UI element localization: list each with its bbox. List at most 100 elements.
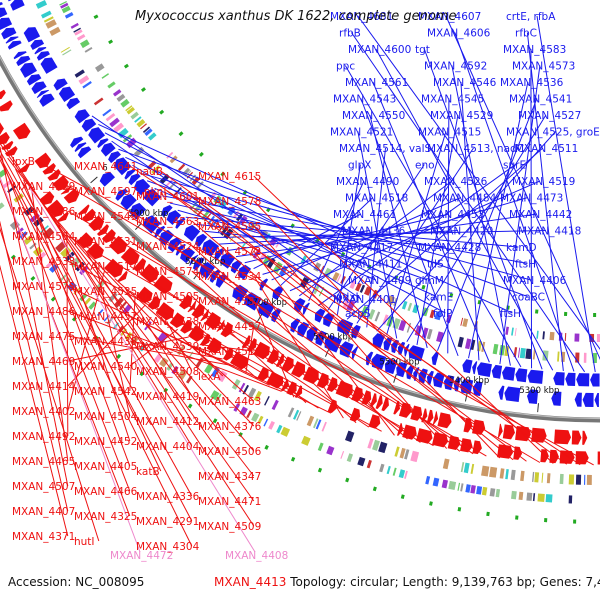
gene-label[interactable]: MXAN_4490 bbox=[336, 176, 399, 188]
gene-label[interactable]: MXAN_4537 bbox=[198, 296, 261, 308]
gene-arrow[interactable] bbox=[416, 428, 433, 444]
gene-label[interactable]: crtE, rfbA bbox=[506, 11, 556, 23]
gene-label[interactable]: MXAN_4509 bbox=[198, 521, 261, 533]
gene-arrow[interactable] bbox=[551, 391, 562, 406]
gene-label[interactable]: MXAN_4442 bbox=[509, 209, 572, 221]
gene-arrow[interactable] bbox=[565, 372, 576, 387]
gene-label[interactable]: MXAN_4541 bbox=[509, 94, 572, 106]
gene-label[interactable]: MXAN_4546 bbox=[433, 77, 497, 89]
gene-arrow[interactable] bbox=[160, 205, 173, 218]
gene-label[interactable]: MXAN_4524 bbox=[136, 241, 200, 253]
gene-arrow[interactable] bbox=[136, 286, 153, 304]
gene-label[interactable]: MXAN_4606 bbox=[427, 28, 491, 40]
gene-arrow[interactable] bbox=[187, 300, 197, 313]
gene-label[interactable]: MXAN_4597, pknI bbox=[74, 186, 166, 198]
gene-arrow[interactable] bbox=[133, 178, 151, 196]
gene-arrow[interactable] bbox=[369, 393, 377, 408]
gene-label[interactable]: MXAN_4583 bbox=[503, 44, 566, 56]
gene-label[interactable]: MXAN_4513, nadC bbox=[427, 143, 524, 155]
gene-arrow[interactable] bbox=[31, 81, 47, 95]
gene-label[interactable]: MXAN_4592 bbox=[424, 61, 487, 73]
gene-label[interactable]: MXAN_4599 bbox=[12, 181, 75, 193]
gene-arrow[interactable] bbox=[46, 199, 65, 218]
gene-label[interactable]: MXAN_4471 bbox=[198, 496, 261, 508]
gene-label[interactable]: glpX bbox=[348, 160, 371, 172]
gene-arrow[interactable] bbox=[70, 136, 84, 148]
gene-arrow[interactable] bbox=[432, 411, 439, 426]
gene-arrow[interactable] bbox=[0, 89, 6, 100]
gene-label[interactable]: MXAN_4457 bbox=[74, 311, 137, 323]
gene-label[interactable]: MXAN_4475 bbox=[12, 331, 75, 343]
gene-label[interactable]: eno bbox=[415, 160, 435, 172]
gene-arrow[interactable] bbox=[594, 392, 599, 407]
gene-arrow[interactable] bbox=[574, 392, 582, 407]
gene-label[interactable]: MXAN_4545 bbox=[421, 94, 484, 106]
gene-arrow[interactable] bbox=[222, 347, 234, 361]
gene-arrow[interactable] bbox=[443, 375, 455, 391]
gene-arrow[interactable] bbox=[497, 444, 514, 459]
gene-arrow[interactable] bbox=[582, 430, 588, 445]
gene-label[interactable]: MXAN_4461 bbox=[333, 209, 396, 221]
gene-arrow[interactable] bbox=[502, 424, 515, 440]
footer-gene-label[interactable]: MXAN_4413 bbox=[214, 575, 287, 589]
gene-arrow[interactable] bbox=[206, 337, 222, 354]
gene-arrow[interactable] bbox=[1, 140, 14, 150]
gene-arrow[interactable] bbox=[0, 100, 13, 112]
gene-arrow[interactable] bbox=[554, 429, 572, 445]
gene-label[interactable]: MXAN_4607 bbox=[418, 11, 481, 23]
gene-label[interactable]: MXAN_4486 bbox=[12, 306, 76, 318]
gene-arrow[interactable] bbox=[180, 247, 196, 264]
gene-arrow[interactable] bbox=[113, 157, 132, 176]
gene-arrow[interactable] bbox=[97, 138, 109, 149]
gene-arrow[interactable] bbox=[431, 351, 439, 366]
gene-arrow[interactable] bbox=[76, 232, 93, 249]
gene-arrow[interactable] bbox=[0, 122, 4, 136]
gene-label[interactable]: MXAN_4543 bbox=[333, 94, 396, 106]
gene-arrow[interactable] bbox=[7, 0, 20, 2]
gene-arrow[interactable] bbox=[597, 451, 600, 465]
gene-arrow[interactable] bbox=[86, 242, 104, 260]
gene-label[interactable]: MXAN_4418 bbox=[518, 226, 581, 238]
gene-label[interactable]: MXAN_4535 bbox=[74, 286, 137, 298]
gene-arrow[interactable] bbox=[74, 109, 90, 124]
gene-arrow[interactable] bbox=[7, 40, 22, 50]
gene-label[interactable]: MXAN_4511 bbox=[515, 143, 578, 155]
gene-arrow[interactable] bbox=[104, 258, 124, 278]
gene-label[interactable]: MXAN_4681 bbox=[330, 11, 393, 23]
gene-label[interactable]: MXAN_4518 bbox=[345, 193, 408, 205]
gene-arrow[interactable] bbox=[100, 142, 116, 157]
gene-arrow[interactable] bbox=[4, 145, 18, 157]
gene-arrow[interactable] bbox=[209, 269, 221, 283]
gene-arrow[interactable] bbox=[115, 188, 128, 201]
gene-arrow[interactable] bbox=[139, 263, 160, 283]
gene-arrow[interactable] bbox=[52, 175, 69, 191]
gene-arrow[interactable] bbox=[153, 274, 173, 294]
gene-label[interactable]: MXAN_4586 bbox=[12, 206, 76, 218]
gene-arrow[interactable] bbox=[77, 146, 92, 159]
gene-arrow[interactable] bbox=[351, 346, 359, 360]
gene-arrow[interactable] bbox=[491, 364, 503, 379]
gene-label[interactable]: MXAN_4526 bbox=[424, 176, 488, 188]
gene-label[interactable]: MXAN_4347 bbox=[198, 471, 261, 483]
gene-arrow[interactable] bbox=[142, 215, 161, 234]
gene-label[interactable]: MXAN_4539 bbox=[136, 341, 199, 353]
gene-arrow[interactable] bbox=[129, 202, 147, 220]
gene-arrow[interactable] bbox=[571, 430, 582, 445]
gene-arrow[interactable] bbox=[1, 27, 17, 40]
gene-label[interactable]: MXAN_4291 bbox=[136, 516, 199, 528]
gene-label[interactable]: pdxJ bbox=[336, 292, 359, 304]
gene-arrow[interactable] bbox=[81, 118, 97, 133]
gene-arrow[interactable] bbox=[166, 210, 182, 226]
gene-label[interactable]: nadB bbox=[136, 166, 163, 178]
gene-arrow[interactable] bbox=[0, 17, 13, 31]
gene-arrow[interactable] bbox=[527, 369, 544, 384]
gene-arrow[interactable] bbox=[426, 370, 434, 386]
gene-label[interactable]: MXAN_4412 bbox=[136, 416, 199, 428]
gene-label[interactable]: rfbB bbox=[339, 28, 361, 40]
gene-arrow[interactable] bbox=[372, 333, 385, 349]
gene-label[interactable]: MXAN_4407 bbox=[12, 506, 75, 518]
gene-label[interactable]: MXAN_4484 bbox=[433, 193, 497, 205]
gene-arrow[interactable] bbox=[0, 131, 10, 145]
gene-label[interactable]: MXAN_4497 bbox=[198, 321, 261, 333]
gene-arrow[interactable] bbox=[219, 252, 236, 269]
